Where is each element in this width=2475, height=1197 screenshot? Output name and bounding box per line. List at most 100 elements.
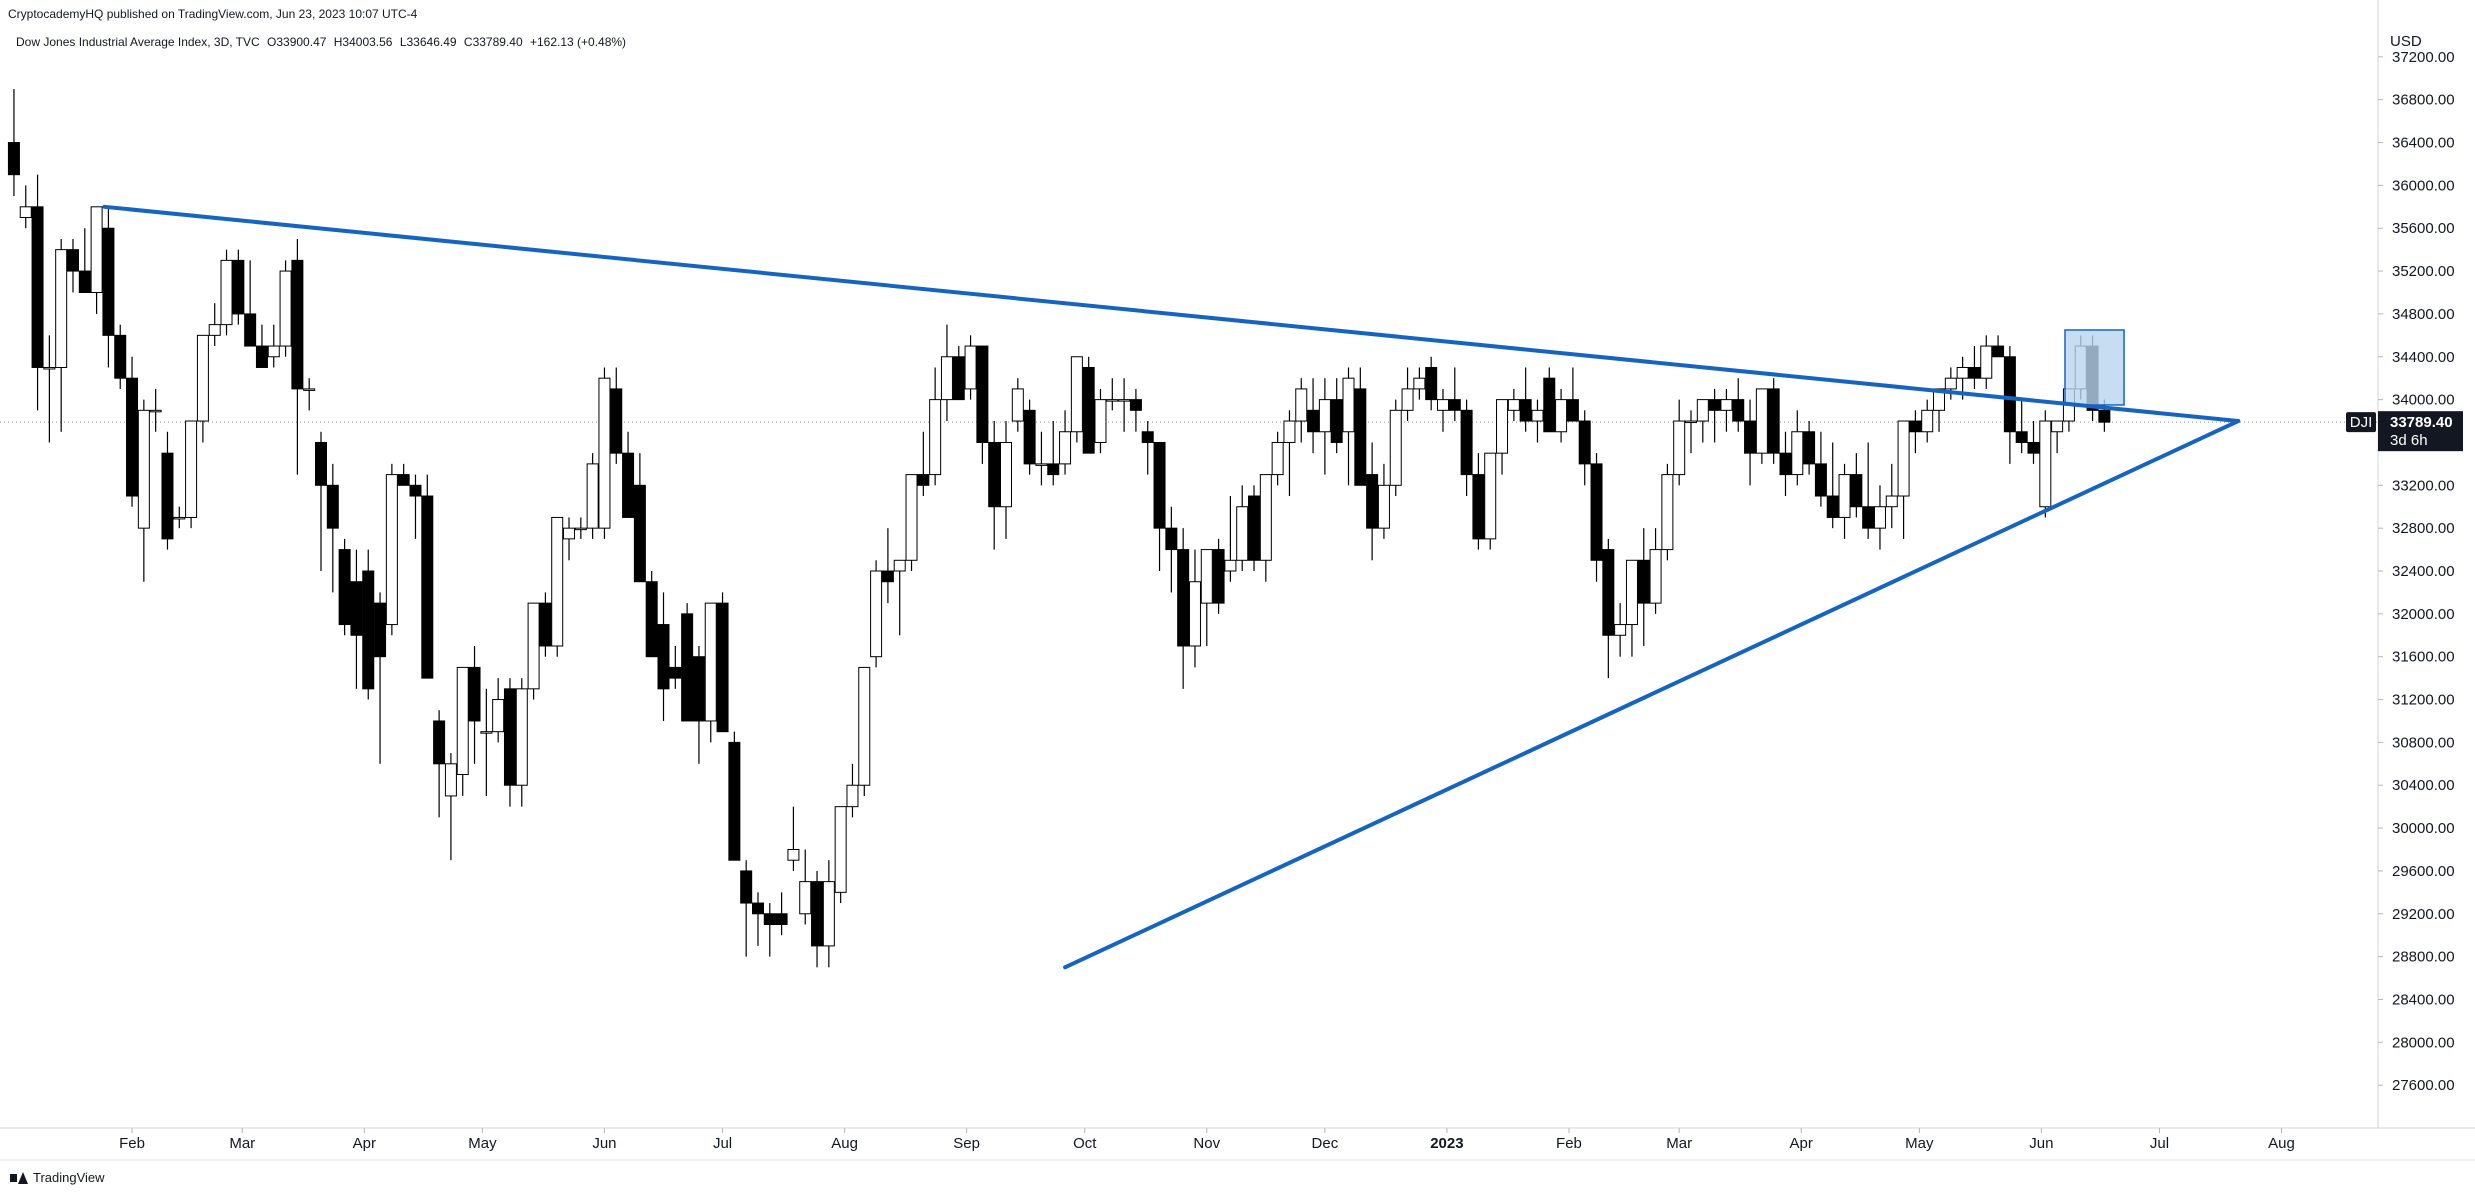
candle-body[interactable]: [1862, 506, 1875, 529]
candle-body[interactable]: [1921, 409, 1934, 433]
candle-body[interactable]: [208, 324, 221, 336]
candle-body[interactable]: [1106, 399, 1119, 402]
candle-body[interactable]: [1436, 399, 1449, 411]
candle-body[interactable]: [1082, 366, 1095, 454]
candle-body[interactable]: [1873, 506, 1886, 529]
candle-body[interactable]: [940, 356, 953, 401]
candle-body[interactable]: [988, 441, 1001, 508]
candle-body[interactable]: [7, 142, 20, 176]
candle-body[interactable]: [1838, 474, 1851, 518]
candle-body[interactable]: [2098, 409, 2111, 423]
candle-body[interactable]: [456, 666, 469, 776]
candle-body[interactable]: [527, 602, 540, 690]
candle-body[interactable]: [728, 741, 741, 861]
candle-body[interactable]: [1307, 409, 1320, 433]
candle-body[interactable]: [1897, 420, 1910, 497]
candle-body[interactable]: [1472, 474, 1485, 540]
candle-body[interactable]: [1980, 345, 1993, 379]
candle-body[interactable]: [598, 377, 611, 529]
candle-body[interactable]: [692, 656, 705, 722]
candle-body[interactable]: [1295, 388, 1308, 422]
candle-body[interactable]: [220, 259, 233, 326]
candle-body[interactable]: [1791, 431, 1804, 476]
candle-body[interactable]: [385, 474, 398, 626]
candle-body[interactable]: [232, 259, 245, 315]
candle-body[interactable]: [881, 570, 894, 583]
candle-body[interactable]: [1956, 366, 1969, 379]
candle-body[interactable]: [1460, 409, 1473, 476]
candle-body[interactable]: [244, 313, 257, 347]
candle-body[interactable]: [326, 484, 339, 529]
candle-body[interactable]: [468, 666, 481, 722]
candle-body[interactable]: [303, 388, 316, 391]
candle-body[interactable]: [1732, 399, 1745, 422]
candle-body[interactable]: [1992, 345, 2005, 358]
candle-body[interactable]: [1153, 441, 1166, 529]
candle-body[interactable]: [1129, 399, 1142, 411]
candle-body[interactable]: [1236, 506, 1249, 561]
candle-body[interactable]: [515, 688, 528, 786]
candle-body[interactable]: [279, 270, 292, 347]
candle-body[interactable]: [1685, 420, 1698, 424]
candle-body[interactable]: [1023, 409, 1036, 465]
candle-body[interactable]: [1696, 399, 1709, 422]
candle-body[interactable]: [905, 474, 918, 561]
candle-body[interactable]: [551, 516, 564, 647]
candle-body[interactable]: [1944, 377, 1957, 390]
candle-body[interactable]: [1035, 463, 1048, 466]
candle-body[interactable]: [1484, 452, 1497, 540]
candle-body[interactable]: [657, 624, 670, 690]
candle-body[interactable]: [492, 699, 505, 733]
candle-body[interactable]: [114, 334, 127, 379]
candle-body[interactable]: [1413, 377, 1426, 390]
candle-body[interactable]: [173, 516, 186, 520]
candle-body[interactable]: [350, 581, 363, 636]
candle-body[interactable]: [1000, 441, 1013, 508]
candle-body[interactable]: [539, 602, 552, 647]
candle-body[interactable]: [267, 345, 280, 358]
candle-body[interactable]: [2015, 431, 2028, 443]
candle-body[interactable]: [858, 666, 871, 786]
candle-body[interactable]: [1625, 559, 1638, 626]
candle-body[interactable]: [775, 913, 788, 925]
candle-body[interactable]: [574, 527, 587, 531]
candle-body[interactable]: [291, 259, 304, 390]
candle-body[interactable]: [1614, 624, 1627, 636]
candle-body[interactable]: [43, 366, 56, 370]
candle-body[interactable]: [822, 881, 835, 947]
candle-body[interactable]: [645, 581, 658, 658]
candle-body[interactable]: [444, 763, 457, 797]
candle-body[interactable]: [1141, 431, 1154, 443]
candle-body[interactable]: [1590, 463, 1603, 561]
candle-body[interactable]: [338, 549, 351, 626]
candle-body[interactable]: [669, 666, 682, 679]
candle-body[interactable]: [31, 206, 44, 368]
candle-body[interactable]: [1519, 399, 1532, 422]
candle-body[interactable]: [870, 570, 883, 658]
candle-body[interactable]: [1744, 420, 1757, 454]
candle-body[interactable]: [1708, 399, 1721, 411]
candle-body[interactable]: [1803, 431, 1816, 465]
candle-body[interactable]: [1318, 399, 1331, 433]
candle-body[interactable]: [1767, 388, 1780, 454]
candle-body[interactable]: [1507, 399, 1520, 411]
candle-body[interactable]: [1720, 399, 1733, 411]
candle-body[interactable]: [255, 345, 268, 368]
candle-body[interactable]: [763, 913, 776, 925]
candle-body[interactable]: [1070, 356, 1083, 433]
candle-body[interactable]: [1578, 420, 1591, 465]
trendline-descending-resistance[interactable]: [102, 204, 2241, 424]
candle-body[interactable]: [1271, 441, 1284, 476]
candle-body[interactable]: [102, 227, 115, 336]
candle-body[interactable]: [787, 849, 800, 861]
candle-body[interactable]: [1118, 399, 1131, 402]
candle-body[interactable]: [1566, 399, 1579, 422]
candle-body[interactable]: [811, 881, 824, 947]
candle-body[interactable]: [799, 881, 812, 915]
candle-body[interactable]: [2003, 356, 2016, 433]
candle-body[interactable]: [893, 559, 906, 572]
candle-body[interactable]: [1649, 549, 1662, 604]
tradingview-brand[interactable]: TradingView: [10, 1170, 105, 1185]
candle-body[interactable]: [1401, 388, 1414, 411]
